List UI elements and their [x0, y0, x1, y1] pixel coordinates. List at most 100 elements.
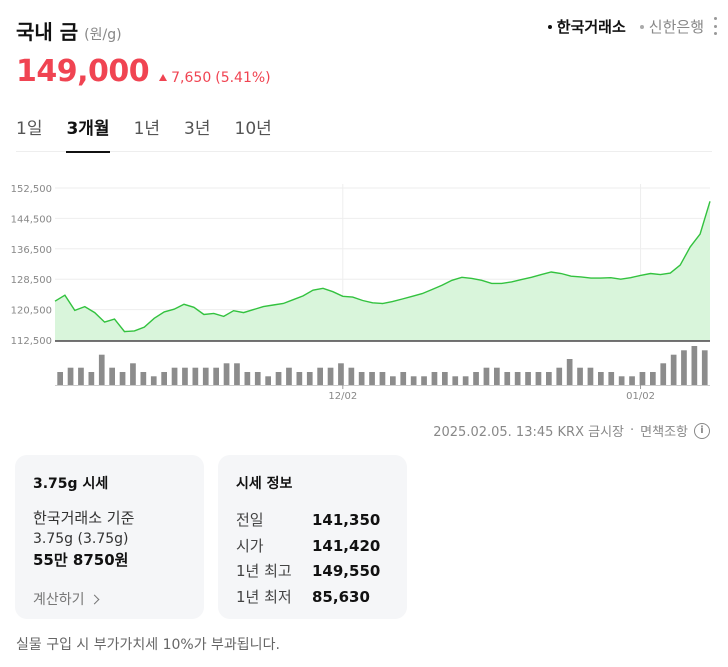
- volume-bar: [670, 354, 677, 385]
- tab-1d[interactable]: 1일: [16, 119, 43, 139]
- info-label: 시가: [236, 536, 264, 555]
- info-icon[interactable]: i: [694, 422, 710, 439]
- volume-bar: [140, 372, 147, 385]
- info-label: 1년 최저: [236, 587, 292, 606]
- volume-bar: [67, 367, 74, 385]
- info-label: 1년 최고: [236, 562, 292, 580]
- volume-bar: [119, 372, 126, 385]
- volume-bar: [244, 372, 251, 385]
- info-label: 전일: [236, 511, 264, 529]
- volume-bar: [275, 372, 282, 385]
- volume-bar: [462, 376, 469, 385]
- info-value: 149,550: [312, 562, 381, 580]
- volume-bar: [701, 350, 708, 385]
- timestamp: 2025.02.05. 13:45 KRX 금시장: [433, 425, 625, 440]
- volume-bar: [618, 376, 625, 385]
- info-row-low: 1년 최저 85,630: [236, 585, 389, 611]
- volume-bar: [348, 367, 355, 385]
- info-value: 85,630: [312, 587, 370, 606]
- price-area-fill: [55, 201, 710, 340]
- volume-bar: [358, 372, 365, 385]
- volume-bar: [639, 372, 646, 385]
- x-tick-label: 01/02: [626, 391, 655, 402]
- volume-bar: [410, 376, 417, 385]
- volume-bar: [566, 359, 573, 385]
- volume-bar: [629, 376, 635, 385]
- volume-bar: [452, 376, 459, 385]
- info-value: 141,420: [312, 536, 381, 555]
- y-tick-label: 144,500: [11, 214, 52, 225]
- chart-footnote: 2025.02.05. 13:45 KRX 금시장 · 면책조항 i: [433, 421, 710, 440]
- y-tick-label: 112,500: [11, 336, 52, 347]
- volume-bar: [306, 372, 313, 385]
- volume-bar: [98, 354, 105, 385]
- weight-amount: 55만 8750원: [33, 551, 129, 569]
- volume-bar: [431, 372, 438, 385]
- volume-bar: [161, 372, 167, 385]
- volume-bar: [546, 372, 552, 385]
- volume-bar: [171, 367, 178, 385]
- volume-bar: [504, 372, 511, 385]
- exchange-selector: 한국거래소 신한은행: [547, 16, 704, 37]
- volume-bar: [556, 367, 563, 385]
- info-row-prev: 전일 141,350: [236, 508, 389, 534]
- unselected-dot-icon: [639, 24, 644, 29]
- chevron-right-icon: [89, 594, 99, 604]
- volume-bar: [57, 372, 63, 385]
- volume-bar: [317, 367, 323, 385]
- x-tick-label: 12/02: [328, 391, 357, 402]
- volume-bar: [421, 376, 427, 385]
- tab-10y[interactable]: 10년: [234, 119, 272, 139]
- volume-bar: [265, 376, 271, 385]
- tab-3y[interactable]: 3년: [184, 119, 211, 139]
- volume-bar: [442, 372, 448, 385]
- tab-3m[interactable]: 3개월: [66, 110, 110, 153]
- disclaimer-link[interactable]: 면책조항: [640, 425, 688, 440]
- price-change: 7,650 (5.41%): [159, 70, 271, 86]
- tab-1y[interactable]: 1년: [133, 119, 161, 139]
- volume-bar: [400, 372, 407, 385]
- selected-dot-icon: [547, 24, 552, 29]
- y-tick-label: 128,500: [11, 275, 52, 286]
- page-title: 국내 금 (원/g): [16, 16, 122, 45]
- weight-quantity: 3.75g (3.75g): [33, 531, 129, 547]
- info-row-open: 시가 141,420: [236, 534, 389, 560]
- volume-bar: [327, 367, 334, 385]
- volume-bar: [296, 372, 303, 385]
- volume-bar: [681, 350, 687, 385]
- y-tick-label: 136,500: [11, 245, 52, 256]
- up-triangle-icon: [159, 74, 168, 81]
- info-card-title: 시세 정보: [236, 476, 293, 492]
- volume-bar: [514, 372, 521, 385]
- volume-bar: [473, 372, 479, 385]
- y-tick-label: 152,500: [11, 184, 52, 195]
- weight-price-card: 3.75g 시세 한국거래소 기준 3.75g (3.75g) 55만 8750…: [15, 455, 204, 619]
- volume-bar: [78, 367, 84, 385]
- exchange-shinhan-label: 신한은행: [648, 18, 704, 36]
- volume-bar: [109, 367, 115, 385]
- change-value: 7,650: [171, 69, 212, 86]
- y-tick-label: 120,500: [11, 306, 52, 317]
- more-options-icon[interactable]: [712, 17, 718, 35]
- exchange-shinhan[interactable]: 신한은행: [639, 16, 704, 37]
- volume-bar: [650, 372, 656, 385]
- info-value: 141,350: [312, 511, 381, 529]
- exchange-krx-label: 한국거래소: [556, 18, 626, 36]
- price-chart[interactable]: 152,500 144,500 136,500 128,500 120,500 112,5…: [0, 172, 728, 410]
- period-tabs: 1일 3개월 1년 3년 10년: [16, 110, 712, 153]
- calculate-button[interactable]: 계산하기: [33, 589, 186, 609]
- info-row-high: 1년 최고 149,550: [236, 559, 389, 585]
- exchange-krx[interactable]: 한국거래소: [547, 16, 626, 37]
- volume-bar: [390, 376, 396, 385]
- weight-card-title: 3.75g 시세: [33, 476, 109, 492]
- volume-bar: [213, 367, 219, 385]
- separator-dot: ·: [630, 423, 635, 438]
- volume-bar: [150, 376, 157, 385]
- volume-bar: [494, 367, 500, 385]
- volume-bar: [608, 372, 615, 385]
- price-line: [54, 201, 711, 333]
- volume-bar: [88, 372, 95, 385]
- volume-bar: [202, 367, 209, 385]
- calculate-label: 계산하기: [33, 592, 85, 608]
- quote: 149,000 7,650 (5.41%): [16, 54, 271, 89]
